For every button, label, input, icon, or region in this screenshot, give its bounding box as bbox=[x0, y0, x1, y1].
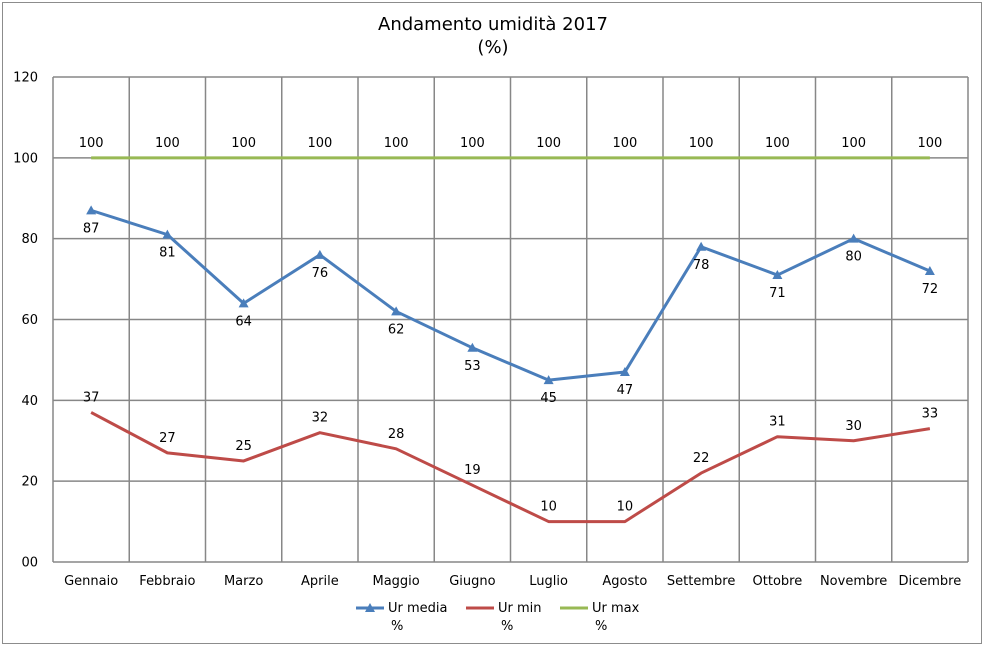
data-label: 71 bbox=[769, 286, 786, 301]
data-label: 100 bbox=[612, 136, 637, 151]
data-label: 32 bbox=[312, 411, 329, 426]
x-tick-label: Gennaio bbox=[64, 574, 118, 589]
data-point bbox=[238, 298, 249, 308]
chart-subtitle: (%) bbox=[477, 37, 509, 58]
legend-label: Ur min bbox=[498, 601, 542, 616]
data-label: 100 bbox=[79, 136, 104, 151]
data-label: 53 bbox=[464, 359, 481, 374]
data-point bbox=[924, 266, 935, 275]
data-point bbox=[848, 233, 859, 243]
x-tick-label: Aprile bbox=[301, 574, 339, 589]
data-label: 10 bbox=[540, 500, 557, 515]
data-label: 37 bbox=[83, 390, 100, 405]
data-point bbox=[696, 241, 707, 251]
x-tick-label: Ottobre bbox=[753, 574, 803, 589]
data-label: 100 bbox=[917, 136, 942, 151]
y-tick-label: 100 bbox=[13, 151, 38, 166]
data-label: 87 bbox=[83, 221, 100, 236]
data-label: 100 bbox=[841, 136, 866, 151]
data-label: 64 bbox=[235, 314, 252, 329]
legend-marker bbox=[365, 603, 375, 612]
data-label: 47 bbox=[617, 383, 634, 398]
data-label: 100 bbox=[307, 136, 332, 151]
series-line bbox=[90, 208, 931, 382]
y-tick-label: 00 bbox=[21, 556, 38, 571]
data-label: 100 bbox=[231, 136, 256, 151]
legend-label-unit: % bbox=[501, 619, 513, 634]
series-line bbox=[90, 411, 931, 524]
data-point bbox=[86, 205, 97, 215]
x-tick-label: Dicembre bbox=[899, 574, 962, 589]
data-point bbox=[391, 306, 402, 316]
data-label: 30 bbox=[845, 419, 862, 434]
data-label: 25 bbox=[235, 439, 252, 454]
data-label: 100 bbox=[689, 136, 714, 151]
data-label: 31 bbox=[769, 415, 786, 430]
x-tick-label: Maggio bbox=[372, 574, 419, 589]
x-tick-label: Febbraio bbox=[139, 574, 195, 589]
data-label: 72 bbox=[922, 282, 939, 297]
data-label: 100 bbox=[536, 136, 561, 151]
legend-label-unit: % bbox=[595, 619, 607, 634]
data-label: 33 bbox=[922, 407, 939, 422]
data-label: 19 bbox=[464, 463, 481, 478]
data-label: 81 bbox=[159, 246, 176, 261]
legend-label-unit: % bbox=[391, 619, 403, 634]
data-label: 62 bbox=[388, 322, 405, 337]
x-tick-label: Giugno bbox=[449, 574, 495, 589]
y-tick-label: 120 bbox=[13, 71, 38, 86]
data-point bbox=[543, 375, 554, 385]
y-tick-label: 40 bbox=[21, 394, 38, 409]
x-tick-label: Novembre bbox=[820, 574, 887, 589]
data-point bbox=[162, 229, 173, 239]
chart-title: Andamento umidità 2017 bbox=[378, 14, 608, 35]
data-point bbox=[619, 367, 630, 377]
legend-label: Ur max bbox=[592, 601, 640, 616]
x-tick-label: Settembre bbox=[667, 574, 735, 589]
data-label: 100 bbox=[155, 136, 180, 151]
x-tick-label: Marzo bbox=[224, 574, 263, 589]
data-label: 22 bbox=[693, 451, 710, 466]
data-point bbox=[314, 249, 325, 259]
x-tick-label: Luglio bbox=[529, 574, 568, 589]
data-label: 45 bbox=[540, 391, 557, 406]
x-tick-label: Agosto bbox=[602, 574, 647, 589]
data-label: 10 bbox=[617, 500, 634, 515]
y-tick-label: 60 bbox=[21, 313, 38, 328]
y-tick-label: 80 bbox=[21, 232, 38, 247]
data-label: 100 bbox=[460, 136, 485, 151]
data-label: 100 bbox=[384, 136, 409, 151]
data-label: 27 bbox=[159, 431, 176, 446]
data-label: 100 bbox=[765, 136, 790, 151]
data-label: 76 bbox=[312, 266, 329, 281]
data-point bbox=[772, 270, 783, 280]
legend-label: Ur media bbox=[388, 601, 447, 616]
y-tick-label: 20 bbox=[21, 475, 38, 490]
data-label: 28 bbox=[388, 427, 405, 442]
data-label: 78 bbox=[693, 258, 710, 273]
data-label: 80 bbox=[845, 250, 862, 265]
data-point bbox=[467, 342, 478, 352]
